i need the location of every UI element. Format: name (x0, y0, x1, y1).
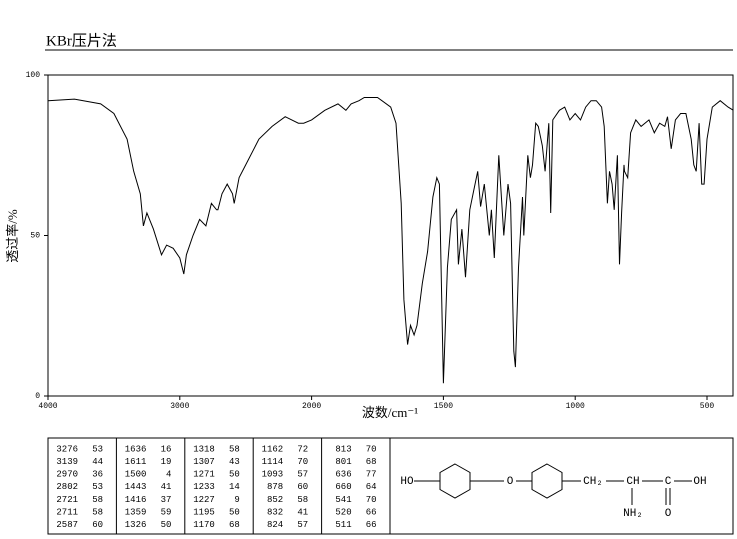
peak-wavenumber: 1611 (125, 457, 147, 467)
peak-wavenumber: 1500 (125, 470, 147, 480)
peak-transmittance: 50 (229, 507, 240, 517)
peak-transmittance: 43 (229, 457, 240, 467)
peak-transmittance: 16 (161, 444, 172, 454)
peak-wavenumber: 1307 (193, 457, 215, 467)
peak-transmittance: 59 (161, 507, 172, 517)
x-tick-label: 2000 (302, 402, 321, 411)
peak-transmittance: 4 (166, 470, 171, 480)
peak-transmittance: 41 (297, 507, 308, 517)
peak-transmittance: 53 (92, 482, 103, 492)
peak-transmittance: 72 (297, 444, 308, 454)
peak-wavenumber: 1359 (125, 507, 147, 517)
peak-transmittance: 50 (161, 520, 172, 530)
header: KBr压片法 (46, 32, 117, 49)
peak-wavenumber: 878 (267, 482, 283, 492)
structure-label: O (507, 476, 514, 488)
peak-transmittance: 58 (297, 495, 308, 505)
peak-wavenumber: 2970 (56, 470, 78, 480)
peak-transmittance: 57 (297, 470, 308, 480)
peak-wavenumber: 1271 (193, 470, 215, 480)
peak-wavenumber: 636 (335, 470, 351, 480)
y-tick-label: 100 (26, 71, 41, 80)
peak-wavenumber: 660 (335, 482, 351, 492)
peak-wavenumber: 1416 (125, 495, 147, 505)
x-axis-label: 波数/cm⁻¹ (362, 405, 418, 420)
peak-transmittance: 58 (229, 444, 240, 454)
peak-wavenumber: 2721 (56, 495, 78, 505)
peak-transmittance: 68 (366, 457, 377, 467)
peak-transmittance: 70 (297, 457, 308, 467)
peak-wavenumber: 1443 (125, 482, 147, 492)
structure-label: CH₂ (583, 476, 603, 488)
x-tick-label: 4000 (38, 402, 57, 411)
structure-label: O (665, 508, 672, 520)
structure-label: HO (400, 476, 414, 488)
peak-transmittance: 14 (229, 482, 240, 492)
peak-wavenumber: 520 (335, 507, 351, 517)
peak-transmittance: 64 (366, 482, 377, 492)
structure-label: NH₂ (623, 508, 643, 520)
peak-transmittance: 44 (92, 457, 103, 467)
peak-transmittance: 70 (366, 495, 377, 505)
peak-wavenumber: 1114 (262, 457, 284, 467)
peak-transmittance: 68 (229, 520, 240, 530)
peak-transmittance: 77 (366, 470, 377, 480)
peak-wavenumber: 1636 (125, 444, 147, 454)
peak-wavenumber: 3139 (56, 457, 78, 467)
structure-label: CH (626, 476, 639, 488)
peak-wavenumber: 1093 (262, 470, 284, 480)
peak-wavenumber: 824 (267, 520, 283, 530)
peak-wavenumber: 832 (267, 507, 283, 517)
structure-label: OH (693, 476, 706, 488)
peak-transmittance: 9 (234, 495, 239, 505)
peak-transmittance: 60 (92, 520, 103, 530)
peak-wavenumber: 3276 (56, 444, 78, 454)
peak-transmittance: 60 (297, 482, 308, 492)
peak-wavenumber: 1227 (193, 495, 215, 505)
peak-wavenumber: 1233 (193, 482, 215, 492)
x-tick-label: 1500 (434, 402, 453, 411)
peak-transmittance: 50 (229, 470, 240, 480)
peak-transmittance: 58 (92, 507, 103, 517)
peak-transmittance: 57 (297, 520, 308, 530)
x-tick-label: 3000 (170, 402, 189, 411)
peak-wavenumber: 511 (335, 520, 351, 530)
peak-wavenumber: 801 (335, 457, 351, 467)
peak-wavenumber: 2802 (56, 482, 78, 492)
peak-wavenumber: 852 (267, 495, 283, 505)
peak-wavenumber: 813 (335, 444, 351, 454)
peak-wavenumber: 1162 (262, 444, 284, 454)
spectrum-line (47, 97, 734, 384)
y-axis-label: 透过率/% (5, 209, 20, 263)
peak-wavenumber: 1318 (193, 444, 215, 454)
peak-wavenumber: 2587 (56, 520, 78, 530)
peak-transmittance: 70 (366, 444, 377, 454)
peak-transmittance: 53 (92, 444, 103, 454)
peak-transmittance: 66 (366, 507, 377, 517)
peak-wavenumber: 541 (335, 495, 351, 505)
x-tick-label: 1000 (566, 402, 585, 411)
peak-transmittance: 41 (161, 482, 172, 492)
peak-transmittance: 36 (92, 470, 103, 480)
peak-wavenumber: 1170 (193, 520, 215, 530)
peak-wavenumber: 1195 (193, 507, 215, 517)
y-tick-label: 50 (30, 232, 40, 241)
plot-frame (47, 74, 734, 397)
peak-transmittance: 19 (161, 457, 172, 467)
peak-transmittance: 66 (366, 520, 377, 530)
peak-wavenumber: 2711 (56, 507, 78, 517)
x-tick-label: 500 (700, 402, 715, 411)
y-tick-label: 0 (35, 392, 40, 401)
peak-transmittance: 37 (161, 495, 172, 505)
structure-bonds (414, 463, 692, 505)
peak-transmittance: 58 (92, 495, 103, 505)
peak-wavenumber: 1326 (125, 520, 147, 530)
structure-label: C (665, 476, 672, 488)
